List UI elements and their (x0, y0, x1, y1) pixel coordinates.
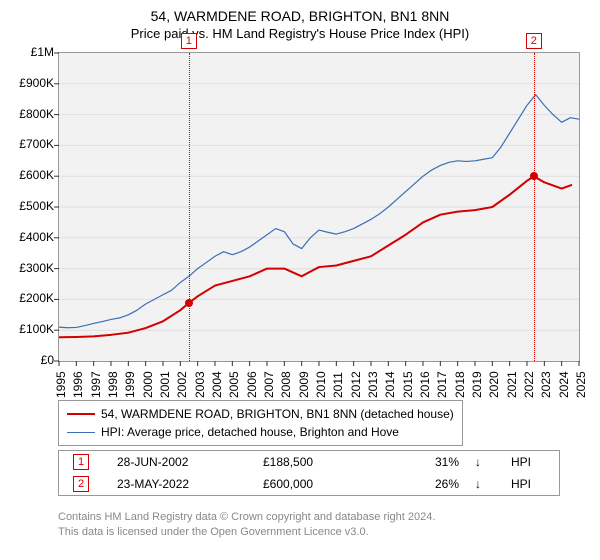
x-tick-label: 2009 (297, 371, 311, 398)
y-tick-label: £600K (6, 168, 54, 182)
transaction-row: 1 28-JUN-2002£188,50031%↓HPI (59, 451, 559, 473)
y-tick-label: £1M (6, 45, 54, 59)
transaction-date: 23-MAY-2022 (109, 477, 255, 491)
legend-swatch (67, 432, 95, 433)
page-subtitle: Price paid vs. HM Land Registry's House … (0, 26, 600, 41)
x-tick-label: 2018 (453, 371, 467, 398)
x-tick-label: 2002 (175, 371, 189, 398)
legend-label: 54, WARMDENE ROAD, BRIGHTON, BN1 8NN (de… (101, 407, 454, 421)
y-tick-label: £900K (6, 76, 54, 90)
credits-line-2: This data is licensed under the Open Gov… (58, 525, 435, 540)
y-tick-label: £500K (6, 199, 54, 213)
legend-label: HPI: Average price, detached house, Brig… (101, 425, 399, 439)
page: 54, WARMDENE ROAD, BRIGHTON, BN1 8NN Pri… (0, 0, 600, 560)
x-tick-label: 2025 (574, 371, 588, 398)
x-tick-label: 2014 (383, 371, 397, 398)
x-tick-label: 2005 (227, 371, 241, 398)
x-tick-label: 2012 (349, 371, 363, 398)
event-vline (189, 53, 190, 361)
x-tick-label: 2007 (262, 371, 276, 398)
series-point (530, 172, 538, 180)
event-vline (534, 53, 535, 361)
x-tick-label: 2008 (279, 371, 293, 398)
x-tick-label: 2011 (331, 372, 345, 398)
event-marker-box: 2 (526, 33, 542, 49)
x-tick-label: 2003 (193, 371, 207, 398)
legend: 54, WARMDENE ROAD, BRIGHTON, BN1 8NN (de… (58, 400, 463, 446)
chart-svg (59, 53, 579, 361)
x-tick-label: 2017 (435, 371, 449, 398)
x-tick-label: 2024 (557, 371, 571, 398)
y-tick-label: £200K (6, 291, 54, 305)
page-title: 54, WARMDENE ROAD, BRIGHTON, BN1 8NN (0, 0, 600, 24)
transaction-hpi-label: HPI (503, 477, 559, 491)
x-tick-label: 2016 (418, 371, 432, 398)
arrow-down-icon: ↓ (467, 455, 503, 469)
credits-line-1: Contains HM Land Registry data © Crown c… (58, 510, 435, 525)
y-tick-label: £300K (6, 261, 54, 275)
x-tick-label: 1998 (106, 371, 120, 398)
x-tick-label: 2004 (210, 371, 224, 398)
transaction-price: £600,000 (255, 477, 381, 491)
arrow-down-icon: ↓ (467, 477, 503, 491)
x-tick-label: 1999 (123, 371, 137, 398)
x-tick-label: 2010 (314, 371, 328, 398)
y-tick-label: £100K (6, 322, 54, 336)
x-tick-label: 2022 (522, 371, 536, 398)
series-hpi (59, 95, 579, 328)
y-tick-label: £0 (6, 353, 54, 367)
x-tick-label: 1995 (54, 371, 68, 398)
legend-row: 54, WARMDENE ROAD, BRIGHTON, BN1 8NN (de… (67, 405, 454, 423)
y-tick-label: £700K (6, 137, 54, 151)
x-tick-label: 1997 (89, 371, 103, 398)
series-price_paid (59, 176, 572, 337)
series-point (185, 299, 193, 307)
x-tick-label: 2019 (470, 371, 484, 398)
x-tick-label: 2006 (245, 371, 259, 398)
transaction-date: 28-JUN-2002 (109, 455, 255, 469)
transaction-table: 1 28-JUN-2002£188,50031%↓HPI 2 23-MAY-2022£… (58, 450, 560, 496)
legend-row: HPI: Average price, detached house, Brig… (67, 423, 454, 441)
transaction-pct: 26% (381, 477, 467, 491)
event-marker-box: 1 (181, 33, 197, 49)
transaction-price: £188,500 (255, 455, 381, 469)
x-tick-label: 2020 (487, 371, 501, 398)
x-tick-label: 2015 (401, 371, 415, 398)
x-tick-label: 2000 (141, 371, 155, 398)
transaction-marker: 1 (73, 454, 89, 470)
x-tick-label: 2023 (539, 371, 553, 398)
y-tick-label: £400K (6, 230, 54, 244)
transaction-row: 2 23-MAY-2022£600,00026%↓HPI (59, 473, 559, 495)
transaction-hpi-label: HPI (503, 455, 559, 469)
x-tick-label: 1996 (71, 371, 85, 398)
chart-area: 12 (58, 52, 580, 362)
transaction-pct: 31% (381, 455, 467, 469)
legend-swatch (67, 413, 95, 415)
x-tick-label: 2013 (366, 371, 380, 398)
x-tick-label: 2021 (505, 371, 519, 398)
x-tick-label: 2001 (158, 371, 172, 398)
y-tick-label: £800K (6, 107, 54, 121)
credits: Contains HM Land Registry data © Crown c… (58, 510, 435, 540)
transaction-marker: 2 (73, 476, 89, 492)
